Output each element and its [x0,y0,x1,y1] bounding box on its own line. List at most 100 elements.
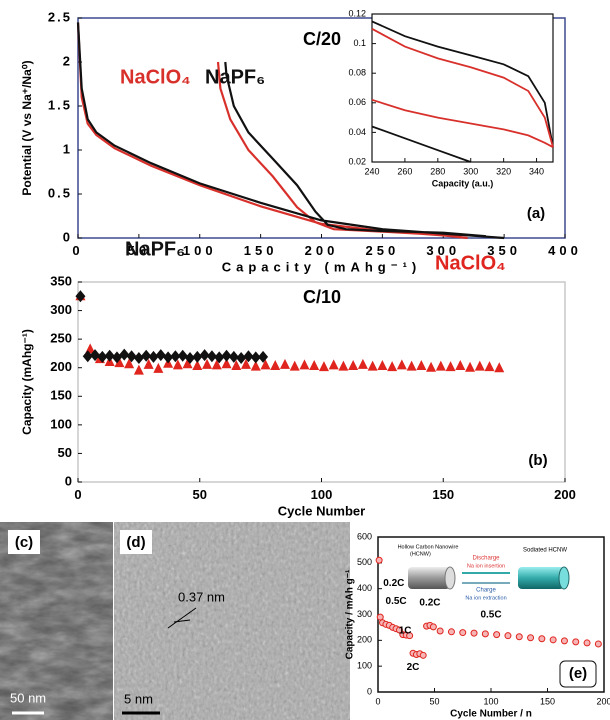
marker [250,351,261,364]
panel-label-box [518,201,554,227]
annotation: 0.5C [480,610,501,621]
schematic-text: Na ion insertion [467,563,505,569]
y-tick-label: 0.5 [48,185,72,200]
marker [185,352,196,364]
marker [211,359,222,370]
marker [258,350,269,363]
x-tick-label: 280 [430,166,445,176]
marker [170,350,181,363]
y-tick-label: 1 [63,141,72,156]
y-tick-label: 0.06 [348,97,366,107]
marker [236,352,247,364]
marker [250,360,261,371]
panel-label: (d) [126,534,145,551]
marker [299,359,310,370]
annotation: 2C [407,662,420,673]
x-tick-label: 0 [72,243,83,258]
y-tick-label: 0 [367,686,372,696]
marker [182,358,193,369]
marker [104,349,115,362]
annotation: 0.2C [419,598,440,609]
x-axis-label: Cycle Number [278,503,365,518]
schematic-text: Sodiated HCNW [523,548,567,554]
x-tick-label: 150 [540,696,555,706]
marker [328,359,339,370]
marker [148,350,159,363]
y-tick-label: 200 [357,635,372,645]
marker [153,362,164,373]
x-tick-label: 320 [496,166,511,176]
marker [82,350,93,363]
image-texture [114,522,350,720]
marker [279,358,290,369]
y-tick-label: 100 [357,661,372,671]
x-tick-label: 300 [426,243,460,258]
x-tick-label: 200 [596,696,610,706]
y-tick-label: 250 [50,331,72,346]
y-tick-label: 500 [357,557,372,567]
y-tick-label: 0.04 [348,127,366,137]
y-axis-label: Potential (V vs Na⁺/Na⁰) [20,60,34,195]
marker [375,556,383,564]
marker [260,359,271,370]
series-label: NaPF₆ [125,238,185,260]
scale-text: 5 nm [124,691,153,706]
x-tick-label: 250 [366,243,400,258]
schematic-text: (HCNW) [410,551,431,557]
schematic-text: Charge [476,588,496,594]
x-tick-label: 240 [364,166,379,176]
y-tick-label: 0 [65,473,72,488]
x-tick-label: 260 [397,166,412,176]
y-tick-label: 300 [50,302,72,317]
y-axis-label: Capacity / mAh g⁻¹ [345,569,356,659]
y-tick-label: 0 [63,229,72,244]
marker [367,360,378,371]
plot-frame [77,281,566,483]
marker [338,360,349,371]
chart-title: C/20 [303,29,341,49]
cylinder-end [558,566,570,590]
marker [270,360,281,370]
x-tick-label: 100 [483,696,498,706]
series-line [371,20,554,148]
marker [435,360,446,371]
marker [75,290,86,303]
marker [141,349,152,362]
chart-title: C/10 [303,287,341,307]
y-tick-label: 0.12 [348,8,366,18]
y-tick-label: 2 [63,53,72,68]
spacing-arrow [167,607,197,629]
marker [309,360,320,370]
marker [549,636,557,644]
marker [124,358,135,369]
marker [133,364,144,375]
marker [594,640,602,648]
x-tick-label: 100 [183,243,217,258]
scale-text: 50 nm [10,690,46,705]
marker [214,351,225,364]
x-tick-label: 200 [554,487,576,502]
x-tick-label: 150 [432,487,454,502]
marker [396,359,407,370]
schematic: Hollow Carbon Nanowire(HCNW) Sodiated HCN… [398,544,570,601]
panel-label-box [520,448,556,474]
marker [172,359,183,370]
marker [163,351,174,364]
y-tick-label: 0.1 [353,38,366,48]
marker [126,350,137,363]
marker [560,637,568,645]
series-line [76,22,505,240]
y-tick-label: 150 [50,388,72,403]
marker [395,626,403,634]
marker [419,651,427,659]
marker [459,629,467,637]
x-tick-label: 50 [128,243,150,258]
image-texture [0,522,113,720]
x-tick-label: 0 [375,696,380,706]
marker [455,360,466,370]
marker [474,360,485,371]
y-tick-label: 0.08 [348,68,366,78]
series-line [371,98,554,148]
x-axis-label: Capacity (mAhg⁻¹) [222,259,421,274]
marker [426,361,437,372]
